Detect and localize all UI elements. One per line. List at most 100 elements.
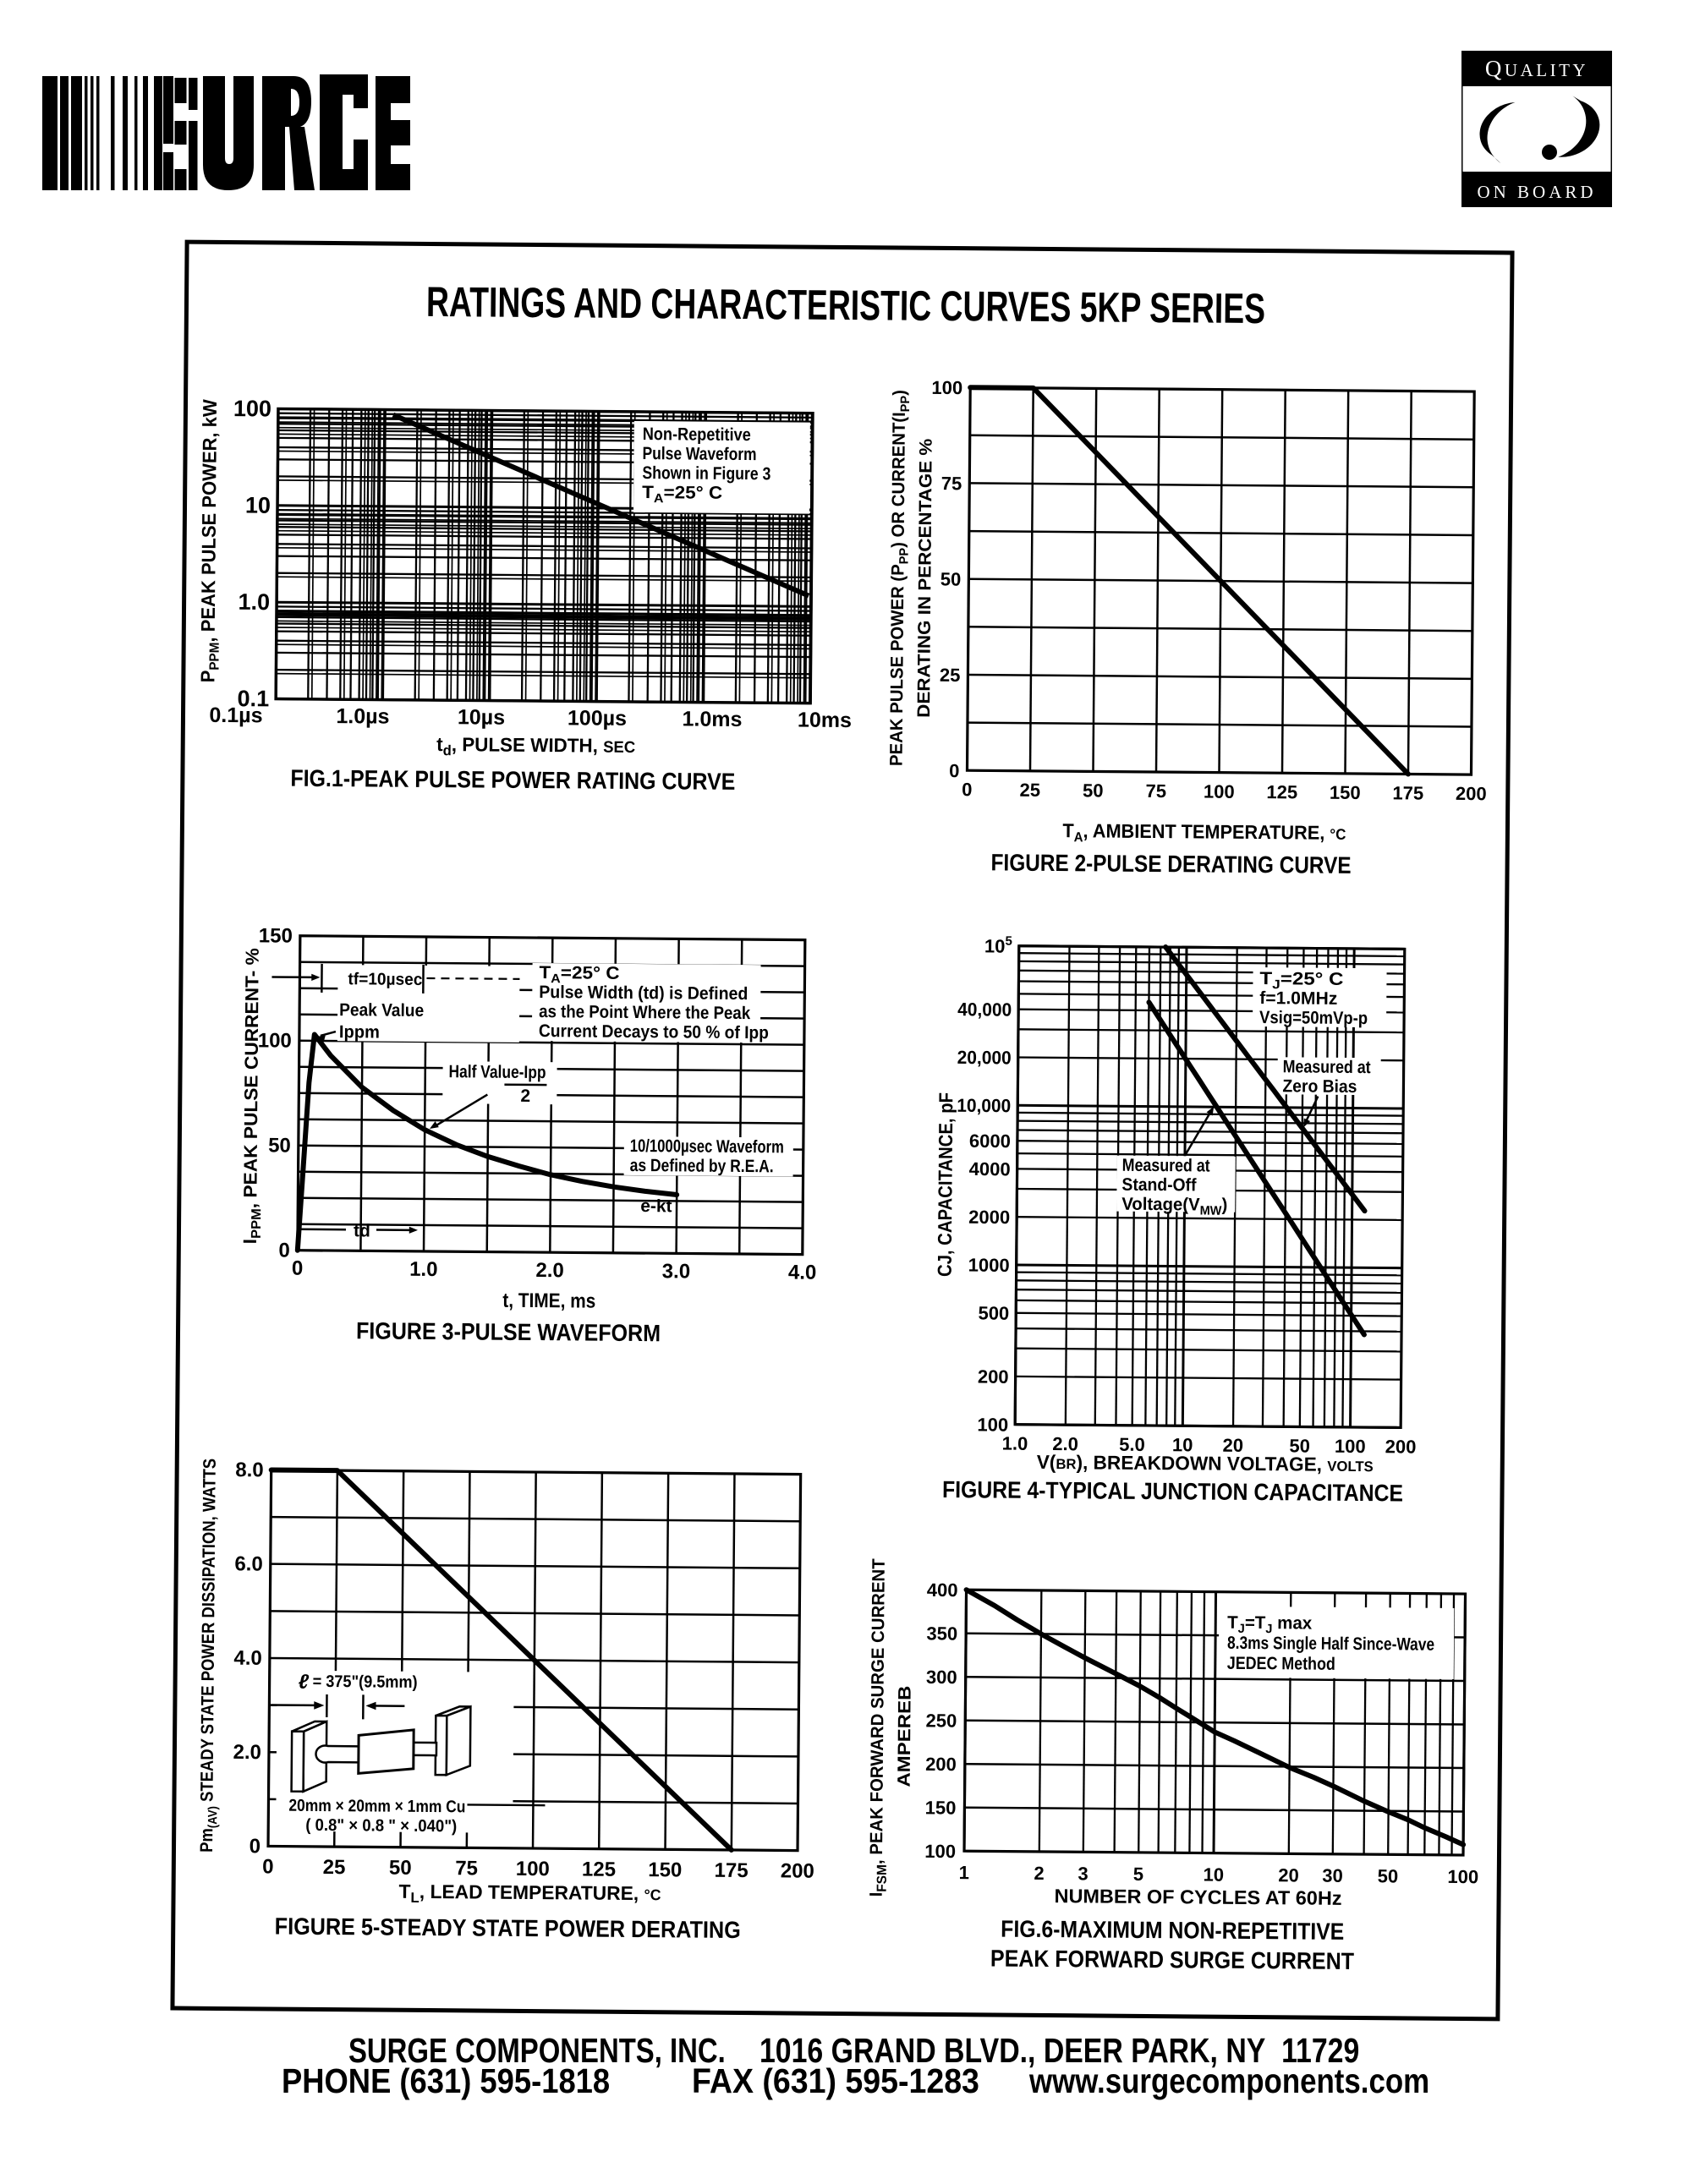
svg-text:40,000: 40,000 <box>957 999 1012 1021</box>
svg-text:Current Decays to 50 % of Ipp: Current Decays to 50 % of Ipp <box>539 1021 769 1043</box>
svg-text:1.0: 1.0 <box>238 589 270 615</box>
svg-text:10: 10 <box>1203 1864 1224 1885</box>
svg-text:50: 50 <box>1289 1435 1310 1456</box>
svg-text:4000: 4000 <box>968 1158 1010 1180</box>
svg-text:150: 150 <box>259 924 293 947</box>
svg-text:( 0.8" × 0.8 " × .040"): ( 0.8" × 0.8 " × .040") <box>305 1816 457 1836</box>
svg-text:1.0µs: 1.0µs <box>336 704 389 729</box>
svg-text:6.0: 6.0 <box>234 1553 263 1576</box>
svg-text:as Defined by R.E.A.: as Defined by R.E.A. <box>629 1156 773 1176</box>
svg-text:8.3ms Single Half Since-Wave: 8.3ms Single Half Since-Wave <box>1227 1634 1434 1655</box>
svg-text:FIGURE 5-STEADY STATE POWER DE: FIGURE 5-STEADY STATE POWER DERATING <box>274 1913 740 1944</box>
svg-text:0.1: 0.1 <box>237 686 269 711</box>
svg-text:CJ, CAPACITANCE, pF: CJ, CAPACITANCE, pF <box>933 1092 957 1277</box>
svg-text:Measured at: Measured at <box>1282 1057 1370 1077</box>
svg-text:Non-Repetitive: Non-Repetitive <box>642 424 750 445</box>
svg-text:50: 50 <box>940 568 961 589</box>
svg-text:ON BOARD: ON BOARD <box>1477 182 1596 202</box>
svg-text:10µs: 10µs <box>458 706 505 730</box>
svg-text:Stand-Off: Stand-Off <box>1121 1174 1197 1195</box>
svg-text:0: 0 <box>292 1257 304 1280</box>
svg-text:75: 75 <box>1145 780 1166 802</box>
svg-text:Pulse Width (td) is Defined: Pulse Width (td) is Defined <box>539 983 748 1004</box>
svg-text:V(BR), BREAKDOWN VOLTAGE, VOL: V(BR), BREAKDOWN VOLTAGE, VOLTS <box>1037 1451 1374 1475</box>
svg-text:20: 20 <box>1278 1864 1299 1886</box>
svg-text:as the Point Where the Peak: as the Point Where the Peak <box>539 1002 750 1023</box>
svg-text:100µs: 100µs <box>568 707 627 731</box>
svg-text:DERATING IN PERCENTAGE %: DERATING IN PERCENTAGE % <box>914 438 936 718</box>
svg-text:0: 0 <box>949 760 959 781</box>
svg-text:400: 400 <box>927 1579 958 1601</box>
svg-text:2.0: 2.0 <box>1052 1433 1078 1454</box>
svg-text:ℓ: ℓ <box>298 1671 309 1694</box>
svg-text:150: 150 <box>1329 781 1360 802</box>
svg-text:3.0: 3.0 <box>662 1260 691 1283</box>
svg-text:1.0: 1.0 <box>1001 1432 1028 1453</box>
svg-text:TA, AMBIENT TEMPERATURE, °C: TA, AMBIENT TEMPERATURE, °C <box>1062 819 1346 847</box>
svg-text:= 375"(9.5mm): = 375"(9.5mm) <box>312 1672 417 1692</box>
svg-text:200: 200 <box>978 1366 1009 1387</box>
svg-text:50: 50 <box>268 1134 291 1157</box>
svg-text:Pm(AV) STEADY STATE POWER D: Pm(AV) STEADY STATE POWER DISSIPATION, W… <box>197 1459 223 1853</box>
svg-text:6000: 6000 <box>969 1130 1011 1151</box>
svg-text:FIG.6-MAXIMUM NON-REPETITIVE: FIG.6-MAXIMUM NON-REPETITIVE <box>1001 1915 1344 1944</box>
svg-text:100: 100 <box>931 377 962 398</box>
svg-text:75: 75 <box>455 1858 478 1880</box>
svg-text:IPPM, PEAK PULSE CURRENT- %: IPPM, PEAK PULSE CURRENT- % <box>239 948 266 1244</box>
svg-text:tf=10µsec: tf=10µsec <box>348 970 422 989</box>
svg-text:td: td <box>354 1221 370 1240</box>
svg-text:Measured at: Measured at <box>1121 1155 1209 1175</box>
svg-text:100: 100 <box>1335 1435 1366 1456</box>
svg-text:Pulse Waveform: Pulse Waveform <box>642 444 756 464</box>
svg-text:3: 3 <box>1078 1863 1088 1884</box>
svg-text:1.0: 1.0 <box>409 1258 438 1281</box>
svg-text:50: 50 <box>389 1857 412 1880</box>
svg-text:PEAK FORWARD SURGE CURRENT: PEAK FORWARD SURGE CURRENT <box>990 1945 1354 1974</box>
svg-text:50: 50 <box>1378 1865 1399 1886</box>
svg-text:0: 0 <box>962 779 972 800</box>
svg-text:20,000: 20,000 <box>957 1047 1012 1069</box>
svg-text:105: 105 <box>984 933 1012 956</box>
svg-text:4.0: 4.0 <box>233 1647 262 1670</box>
svg-text:0: 0 <box>262 1856 274 1879</box>
svg-text:200: 200 <box>925 1754 957 1775</box>
svg-text:175: 175 <box>714 1859 748 1882</box>
svg-text:Zero Bias: Zero Bias <box>1282 1076 1357 1097</box>
svg-text:FIGURE 2-PULSE DERATING CURVE: FIGURE 2-PULSE DERATING CURVE <box>990 849 1351 878</box>
svg-text:5.0: 5.0 <box>1119 1433 1145 1454</box>
svg-text:0.1µs: 0.1µs <box>209 703 262 728</box>
svg-text:200: 200 <box>780 1860 814 1883</box>
svg-text:0: 0 <box>249 1836 260 1858</box>
svg-text:100: 100 <box>1203 780 1234 802</box>
svg-text:IFSM, PEAK FORWARD SURGE CU: IFSM, PEAK FORWARD SURGE CURRENT <box>866 1558 891 1897</box>
svg-text:125: 125 <box>1266 781 1297 802</box>
svg-text:150: 150 <box>648 1858 682 1881</box>
svg-text:100: 100 <box>258 1029 292 1052</box>
svg-text:125: 125 <box>582 1858 616 1881</box>
svg-text:PPPM, PEAK PULSE POWER, kW: PPPM, PEAK PULSE POWER, kW <box>196 399 224 683</box>
svg-text:100: 100 <box>924 1841 956 1862</box>
svg-text:250: 250 <box>925 1710 957 1731</box>
svg-text:FIGURE 4-TYPICAL JUNCTION CAPA: FIGURE 4-TYPICAL JUNCTION CAPACITANCE <box>942 1476 1403 1506</box>
svg-text:Shown in Figure 3: Shown in Figure 3 <box>642 463 770 484</box>
svg-text:Peak Value: Peak Value <box>339 1000 424 1021</box>
svg-text:2.0: 2.0 <box>535 1259 564 1282</box>
svg-text:JEDEC Method: JEDEC Method <box>1227 1654 1335 1674</box>
svg-text:QUALITY: QUALITY <box>1485 56 1588 81</box>
svg-text:e-kt: e-kt <box>640 1196 672 1216</box>
svg-text:200: 200 <box>1385 1436 1416 1457</box>
svg-text:FIG.1-PEAK PULSE POWER RATING: FIG.1-PEAK PULSE POWER RATING CURVE <box>290 765 735 795</box>
svg-text:AMPEREB: AMPEREB <box>895 1685 915 1787</box>
svg-text:Vsig=50mVp-p: Vsig=50mVp-p <box>1259 1008 1368 1028</box>
svg-text:2: 2 <box>520 1087 530 1106</box>
svg-text:200: 200 <box>1455 783 1486 804</box>
svg-text:t, TIME, ms: t, TIME, ms <box>502 1289 595 1313</box>
svg-text:2.0: 2.0 <box>233 1741 261 1764</box>
svg-text:25: 25 <box>1019 779 1040 800</box>
svg-text:1000: 1000 <box>968 1254 1010 1275</box>
svg-text:td, PULSE WIDTH, SEC: td, PULSE WIDTH, SEC <box>436 733 635 760</box>
svg-text:10: 10 <box>245 493 271 518</box>
svg-text:Half Value-Ipp: Half Value-Ipp <box>448 1062 546 1082</box>
svg-text:10/1000µsec Waveform: 10/1000µsec Waveform <box>630 1136 784 1157</box>
svg-text:4.0: 4.0 <box>788 1261 817 1284</box>
